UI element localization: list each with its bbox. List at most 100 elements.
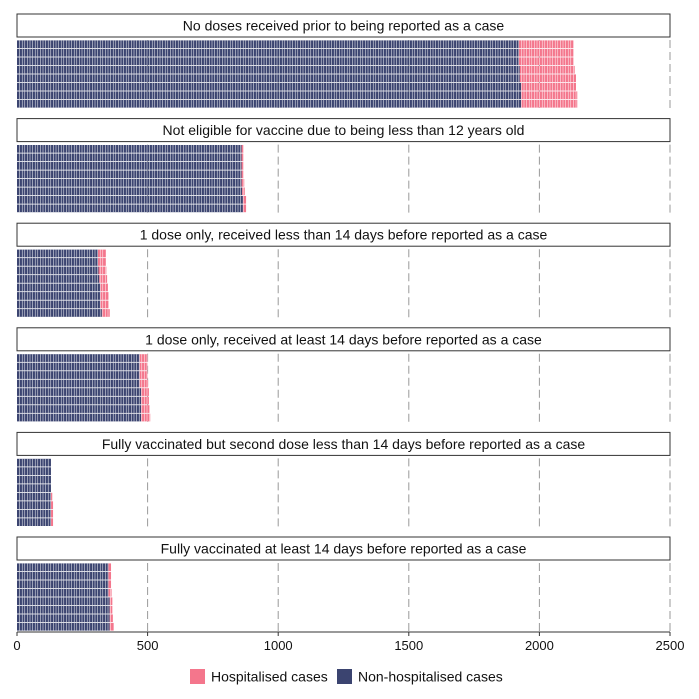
bar-non-hospitalised (17, 588, 109, 597)
waffle-grid (19, 614, 111, 623)
bar-hospitalised (50, 518, 54, 526)
waffle-grid (19, 588, 111, 597)
waffle-grid (19, 563, 109, 572)
bar-hospitalised (241, 179, 245, 187)
bar-non-hospitalised (17, 509, 51, 518)
panel-strip (16, 536, 671, 561)
legend: Hospitalised cases Non-hospitalised cases (190, 669, 503, 685)
bar-non-hospitalised (17, 354, 140, 362)
bar-non-hospitalised (17, 170, 242, 179)
x-tick-label: 500 (137, 638, 159, 653)
waffle-grid (19, 405, 148, 413)
bar-hospitalised (50, 509, 54, 518)
bar-non-hospitalised (17, 492, 51, 501)
panel-title: 1 dose only, received less than 14 days … (140, 227, 548, 243)
bar-hospitalised (108, 588, 112, 597)
x-tick-label: 2500 (656, 638, 685, 653)
bar-hospitalised (518, 57, 574, 66)
bar-non-hospitalised (17, 467, 51, 475)
x-tick-label: 1000 (264, 638, 293, 653)
x-tick-label: 2000 (525, 638, 554, 653)
bar-non-hospitalised (17, 388, 142, 396)
bar-non-hospitalised (17, 65, 520, 74)
waffle-grid (19, 379, 148, 388)
bar-non-hospitalised (17, 145, 242, 153)
bar-non-hospitalised (17, 258, 98, 266)
panel: Fully vaccinated at least 14 days before… (16, 536, 671, 631)
bar-hospitalised (141, 388, 149, 396)
bar-hospitalised (141, 396, 149, 405)
bar-non-hospitalised (17, 475, 51, 484)
waffle-grid (19, 275, 106, 283)
waffle-grid (19, 354, 148, 362)
bar-non-hospitalised (17, 571, 109, 580)
bar-non-hospitalised (17, 362, 140, 371)
bar-non-hospitalised (17, 458, 51, 467)
waffle-grid (19, 162, 244, 170)
bar-hospitalised (109, 622, 114, 631)
bar-non-hospitalised (17, 580, 109, 589)
bar-non-hospitalised (17, 57, 519, 66)
bar-non-hospitalised (17, 204, 243, 213)
waffle-grid (19, 82, 574, 91)
bar-hospitalised (108, 563, 112, 572)
bar-hospitalised (100, 300, 109, 309)
waffle-grid (19, 258, 104, 266)
panel-title: Fully vaccinated at least 14 days before… (161, 541, 527, 557)
bar-hospitalised (108, 580, 112, 589)
waffle-grid (19, 388, 148, 396)
bar-hospitalised (521, 91, 578, 100)
bar-hospitalised (109, 597, 113, 606)
waffle-grid (19, 65, 574, 74)
legend-label: Hospitalised cases (211, 669, 328, 685)
waffle-grid (19, 605, 111, 614)
waffle-grid (19, 292, 106, 300)
waffle-grid (19, 371, 148, 379)
bar-hospitalised (141, 413, 151, 422)
waffle-grid (19, 179, 244, 187)
bar-non-hospitalised (17, 309, 102, 317)
panel-title: Not eligible for vaccine due to being le… (163, 122, 525, 138)
waffle-grid (19, 48, 572, 57)
panel-title: 1 dose only, received at least 14 days b… (145, 331, 542, 347)
legend-swatch (190, 669, 205, 684)
waffle-grid (19, 580, 109, 589)
bar-hospitalised (519, 74, 576, 83)
bar-hospitalised (139, 354, 148, 362)
waffle-grid (19, 91, 577, 100)
bar-non-hospitalised (17, 405, 142, 413)
bar-hospitalised (100, 292, 109, 300)
waffle-grid (19, 145, 244, 153)
bar-non-hospitalised (17, 179, 242, 187)
waffle-grid (19, 74, 574, 83)
bar-non-hospitalised (17, 48, 519, 57)
waffle-grid (19, 518, 52, 526)
waffle-grid (19, 509, 52, 518)
waffle-grid (19, 501, 52, 509)
bar-hospitalised (50, 501, 54, 509)
bar-non-hospitalised (17, 275, 100, 283)
bar-non-hospitalised (17, 40, 519, 49)
waffle-grid (19, 40, 572, 49)
waffle-grid (19, 309, 109, 317)
legend-swatch (337, 669, 352, 684)
bar-non-hospitalised (17, 379, 140, 388)
waffle-grid (19, 484, 49, 492)
bar-non-hospitalised (17, 196, 243, 204)
bar-non-hospitalised (17, 614, 110, 623)
waffle-grid (19, 458, 49, 467)
bar-hospitalised (139, 371, 148, 379)
bar-non-hospitalised (17, 162, 242, 170)
bar-non-hospitalised (17, 622, 110, 631)
bar-hospitalised (241, 162, 244, 170)
bar-hospitalised (99, 275, 108, 283)
panel: No doses received prior to being reporte… (16, 13, 671, 108)
bar-hospitalised (108, 571, 112, 580)
waffle-grid (19, 413, 150, 422)
waffle-grid (19, 249, 104, 258)
panel-strip (16, 222, 671, 247)
bar-hospitalised (101, 309, 110, 317)
bar-hospitalised (521, 82, 576, 91)
bar-non-hospitalised (17, 249, 98, 258)
